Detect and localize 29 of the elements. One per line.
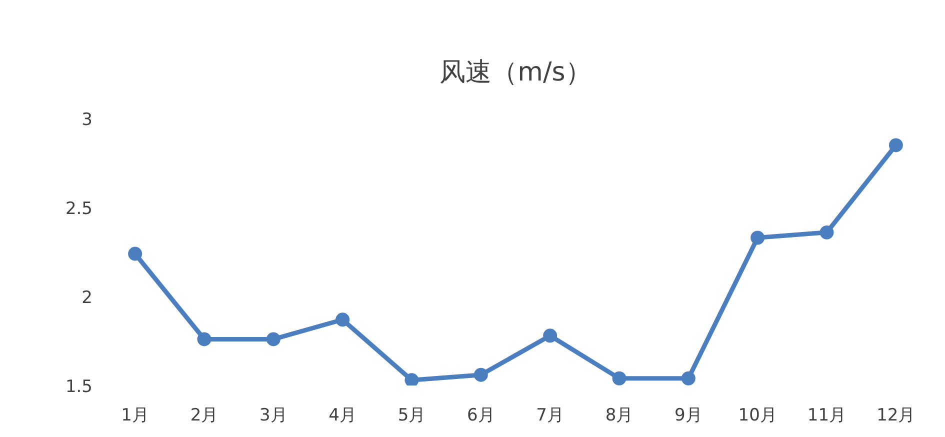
point: [197, 332, 212, 346]
y-tick-label: 2: [82, 288, 93, 308]
point: [681, 371, 696, 386]
point: [888, 138, 903, 152]
x-tick-label: 12月: [876, 406, 916, 426]
x-tick-label: 9月: [674, 406, 702, 426]
point: [820, 225, 834, 240]
point: [128, 246, 142, 261]
x-tick-label: 11月: [807, 406, 846, 426]
point: [266, 332, 280, 346]
x-tick-label: 10月: [738, 406, 777, 426]
x-tick-label: 2月: [190, 406, 218, 426]
y-tick-label: 2.5: [65, 199, 93, 219]
x-tick-label: 3月: [260, 406, 288, 426]
x-tick-label: 4月: [328, 406, 357, 426]
x-tick-label: 5月: [398, 406, 426, 426]
chart-title: 风速（m/s）: [440, 58, 592, 88]
x-tick-label: 7月: [536, 406, 564, 426]
y-tick-label: 1.5: [65, 377, 93, 397]
point: [474, 368, 488, 382]
y-tick-label: 3: [82, 110, 93, 130]
point: [750, 230, 765, 245]
point: [612, 371, 626, 386]
point: [404, 373, 419, 386]
point: [543, 328, 558, 343]
x-tick-label: 6月: [467, 406, 495, 426]
point: [336, 312, 350, 327]
x-tick-label: 1月: [121, 406, 150, 426]
x-tick-label: 8月: [605, 406, 634, 426]
